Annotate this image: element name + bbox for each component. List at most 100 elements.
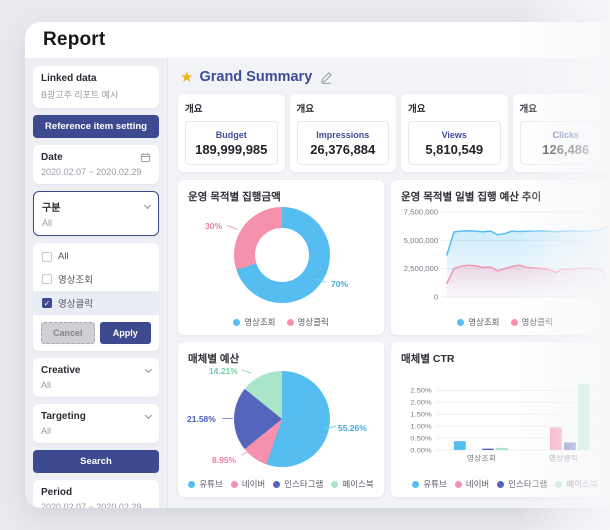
- svg-text:2,500,000: 2,500,000: [404, 264, 439, 273]
- calendar-icon[interactable]: [140, 152, 151, 163]
- period-label: Period: [41, 487, 73, 498]
- filter-option-all[interactable]: All: [33, 246, 159, 267]
- legend-dot: [457, 318, 465, 326]
- sidebar: Linked data B광고주 리포트 예시 Reference item s…: [25, 58, 168, 508]
- gubun-dropdown[interactable]: 구분 All: [33, 191, 159, 236]
- kpi-group-label: 개요: [185, 104, 203, 115]
- legend-item[interactable]: 영상조회: [457, 316, 500, 328]
- checkbox-unchecked-icon[interactable]: [42, 251, 52, 262]
- legend-item[interactable]: 영상클릭: [510, 316, 553, 328]
- kpi-group-label: 개요: [519, 104, 537, 115]
- chart-title: 매체별 CTR: [401, 353, 455, 365]
- svg-text:2.50%: 2.50%: [410, 387, 432, 394]
- summary-title: Grand Summary: [199, 69, 313, 85]
- legend-item[interactable]: 유튜브: [188, 478, 223, 490]
- creative-dropdown[interactable]: Creative All: [33, 358, 159, 397]
- legend-item[interactable]: 페이스북: [555, 478, 598, 490]
- legend-item[interactable]: 유튜브: [412, 478, 447, 490]
- kpi-value: 26,376,884: [310, 141, 376, 157]
- targeting-label: Targeting: [41, 411, 86, 422]
- leader-line: [227, 224, 238, 231]
- legend-dot: [510, 318, 518, 326]
- legend-label: 인스타그램: [508, 479, 548, 489]
- svg-text:0: 0: [434, 293, 438, 302]
- kpi-card-impressions: 개요 Impressions 26,376,884: [289, 94, 396, 172]
- legend-label: 영상클릭: [521, 317, 553, 327]
- kpi-value: 189,999,985: [195, 141, 268, 157]
- legend-item[interactable]: 영상클릭: [286, 316, 329, 328]
- legend-dot: [555, 480, 563, 488]
- legend-item[interactable]: 인스타그램: [497, 478, 547, 490]
- titlebar: Report: [25, 22, 610, 58]
- legend-item[interactable]: 네이버: [230, 478, 266, 490]
- creative-value: All: [41, 380, 52, 390]
- svg-text:영상조회: 영상조회: [467, 453, 496, 462]
- kpi-value: 5,810,549: [425, 141, 484, 157]
- kpi-label: Impressions: [316, 129, 370, 140]
- chart-card-budget-by-media: 매체별 예산 55.26% 8.95% 21.58% 14.21% 유튜브 네이버…: [178, 342, 384, 497]
- legend-item[interactable]: 네이버: [454, 478, 489, 490]
- donut-label-70: 70%: [331, 279, 349, 289]
- main-panel: ★ Grand Summary 개요 Budget 189,999,985: [168, 58, 610, 508]
- filter-option-video-view[interactable]: 영상조회: [33, 267, 159, 291]
- legend-dot: [412, 480, 420, 488]
- pie-label-instagram: 21.58%: [187, 414, 216, 424]
- search-button[interactable]: Search: [33, 450, 159, 473]
- cancel-button[interactable]: Cancel: [41, 322, 95, 344]
- legend-label: 영상조회: [468, 317, 500, 327]
- date-card[interactable]: Date 2020.02.07 ~ 2020.02.29: [33, 145, 159, 184]
- checkbox-unchecked-icon[interactable]: [42, 274, 52, 284]
- pie-label-facebook: 14.21%: [209, 366, 238, 376]
- reference-item-setting-button[interactable]: Reference item setting: [33, 115, 159, 138]
- edit-icon[interactable]: [320, 71, 333, 84]
- period-card: Period 2020.02.07 ~ 2020.02.29: [33, 480, 159, 508]
- chevron-down-icon: [143, 201, 152, 210]
- kpi-group-label: 개요: [408, 104, 426, 115]
- kpi-label: Clicks: [552, 129, 580, 140]
- page-title: Report: [43, 29, 106, 50]
- legend-label: 유튜브: [199, 479, 223, 489]
- legend-item[interactable]: 페이스북: [331, 478, 374, 490]
- donut-chart: [234, 207, 330, 303]
- svg-text:0.50%: 0.50%: [410, 435, 432, 442]
- chart-card-spend-by-objective: 운영 목적별 집행금액 30% 70% 영상조회 영상클릭: [178, 180, 384, 335]
- filter-option-video-click[interactable]: 영상클릭: [33, 291, 159, 315]
- legend-dot: [497, 480, 505, 488]
- chart-title: 운영 목적별 일별 집행 예산 추이: [401, 191, 542, 203]
- gubun-label: 구분: [42, 203, 61, 214]
- legend-item[interactable]: 인스타그램: [273, 478, 323, 490]
- period-value: 2020.02.07 ~ 2020.02.29: [41, 502, 142, 508]
- targeting-dropdown[interactable]: Targeting All: [33, 404, 159, 443]
- area-legend: 영상조회 영상클릭: [391, 316, 610, 328]
- kpi-group-label: 개요: [296, 104, 314, 115]
- legend-dot: [331, 480, 339, 488]
- kpi-value: 126,486: [542, 141, 590, 157]
- legend-dot: [230, 480, 238, 488]
- svg-text:2.00%: 2.00%: [410, 399, 432, 406]
- legend-item[interactable]: 영상조회: [233, 316, 276, 328]
- linked-data-value: B광고주 리포트 예시: [41, 90, 119, 100]
- legend-label: 페이스북: [342, 479, 374, 489]
- legend-label: 네이버: [241, 479, 266, 489]
- chart-title: 운영 목적별 집행금액: [188, 191, 281, 203]
- donut-legend: 영상조회 영상클릭: [178, 316, 384, 328]
- targeting-value: All: [41, 426, 52, 436]
- donut-label-30: 30%: [205, 221, 223, 231]
- kpi-label: Budget: [215, 129, 247, 140]
- creative-label: Creative: [41, 365, 81, 376]
- chart-title: 매체별 예산: [188, 353, 240, 365]
- gubun-filter-panel: All 영상조회 영상클릭 Cancel Apply: [33, 243, 159, 351]
- leader-line: [222, 418, 233, 419]
- legend-dot: [273, 480, 281, 488]
- kpi-card-budget: 개요 Budget 189,999,985: [178, 94, 285, 172]
- kpi-row: 개요 Budget 189,999,985 개요 Impressions 26,…: [178, 94, 610, 172]
- filter-option-label: 영상조회: [58, 275, 93, 286]
- svg-text:영상클릭: 영상클릭: [549, 453, 578, 462]
- linked-data-label: Linked data: [41, 73, 97, 84]
- apply-button[interactable]: Apply: [99, 322, 151, 344]
- legend-dot: [454, 480, 462, 488]
- checkbox-checked-icon[interactable]: [42, 298, 52, 308]
- svg-text:0.00%: 0.00%: [410, 447, 432, 454]
- chart-card-ctr-by-media: 매체별 CTR 0.00% 0.50% 1.00% 1.50% 2.00% 2.50% 영상…: [391, 342, 610, 497]
- report-window: Report Linked data B광고주 리포트 예시 Reference…: [25, 22, 610, 508]
